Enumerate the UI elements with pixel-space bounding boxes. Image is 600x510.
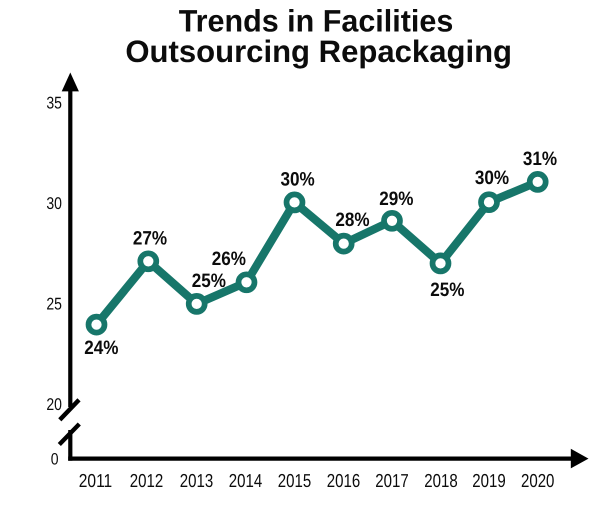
svg-text:2014: 2014: [229, 470, 262, 491]
svg-text:24%: 24%: [84, 337, 118, 359]
svg-text:2017: 2017: [375, 470, 408, 491]
svg-text:Trends in Facilities: Trends in Facilities: [179, 3, 454, 38]
svg-text:28%: 28%: [335, 209, 369, 231]
svg-text:2016: 2016: [327, 470, 360, 491]
svg-text:2019: 2019: [472, 470, 505, 491]
svg-text:25%: 25%: [192, 270, 226, 292]
svg-text:25: 25: [46, 295, 62, 314]
svg-text:30%: 30%: [475, 167, 509, 189]
svg-text:29%: 29%: [379, 188, 413, 210]
svg-text:2013: 2013: [180, 470, 213, 491]
svg-text:30: 30: [46, 194, 62, 213]
svg-text:0: 0: [51, 450, 59, 468]
svg-text:2012: 2012: [130, 470, 163, 491]
svg-text:26%: 26%: [212, 248, 246, 270]
svg-text:27%: 27%: [133, 228, 167, 250]
svg-text:25%: 25%: [430, 279, 464, 301]
svg-text:35: 35: [46, 93, 62, 112]
svg-text:2020: 2020: [521, 470, 554, 491]
svg-text:31%: 31%: [523, 148, 557, 170]
svg-text:30%: 30%: [281, 168, 315, 190]
svg-text:2018: 2018: [424, 470, 457, 491]
svg-text:20: 20: [46, 395, 62, 414]
svg-text:2015: 2015: [278, 470, 311, 491]
svg-text:2011: 2011: [79, 470, 112, 491]
svg-text:Outsourcing Repackaging: Outsourcing Repackaging: [125, 34, 512, 69]
